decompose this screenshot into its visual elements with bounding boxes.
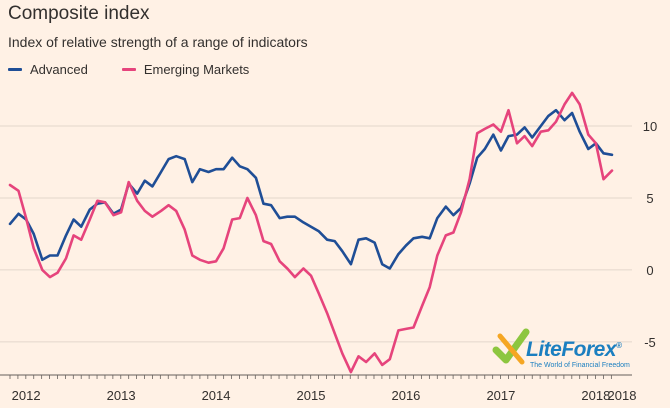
chart-title: Composite index	[8, 3, 150, 24]
liteforex-watermark: LiteForex® The World of Financial Freedo…	[490, 326, 640, 374]
x-tick-label: 2017	[486, 388, 515, 403]
x-tick-label: 2018	[608, 388, 637, 403]
legend-label-advanced: Advanced	[30, 62, 88, 77]
legend-swatch-emerging	[121, 68, 136, 71]
chart-legend: Advanced Emerging Markets	[8, 62, 283, 77]
legend-swatch-advanced	[8, 68, 22, 71]
legend-item-emerging: Emerging Markets	[121, 62, 250, 77]
chart-subtitle: Index of relative strength of a range of…	[8, 34, 308, 50]
liteforex-logo-icon	[492, 328, 530, 365]
x-tick-label: 2016	[391, 388, 420, 403]
x-tick-label: 2012	[12, 388, 41, 403]
legend-item-advanced: Advanced	[8, 62, 88, 77]
x-tick-label: 2015	[297, 388, 326, 403]
watermark-brand: LiteForex®	[526, 338, 622, 361]
y-tick-label: 5	[646, 191, 653, 206]
watermark-tagline: The World of Financial Freedom	[530, 362, 630, 369]
series-line-advanced	[8, 108, 614, 270]
series-line-emerging-markets	[8, 91, 614, 374]
x-tick-label: 2013	[107, 388, 136, 403]
y-tick-label: 10	[643, 119, 657, 134]
y-tick-label: -5	[644, 335, 656, 350]
legend-label-emerging: Emerging Markets	[143, 62, 250, 77]
x-tick-label: 2018	[581, 388, 610, 403]
y-tick-label: 0	[646, 263, 653, 278]
x-tick-label: 2014	[202, 388, 231, 403]
